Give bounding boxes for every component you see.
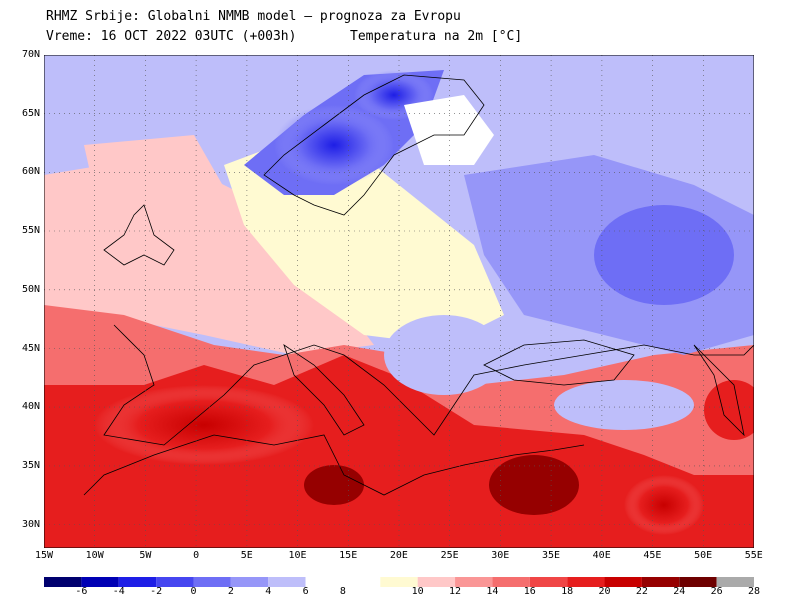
colorbar-tick-label: 20 [598,586,611,597]
field-tunisia-hot [304,465,364,505]
field-med-hot [94,385,314,465]
variable-name: Temperatura na 2m [°C] [350,29,523,44]
colorbar-tick-label: 6 [302,586,309,597]
lon-label: 5W [139,550,152,561]
lon-label: 35E [541,550,561,561]
lat-label: 35N [21,459,40,471]
colorbar-tick-label: 10 [411,586,424,597]
colorbar-swatch [679,577,717,587]
field-balkan-cold [384,315,504,395]
forecast-time: Vreme: 16 OCT 2022 03UTC (+003h) [46,29,297,44]
field-egypt-hot [489,455,579,515]
colorbar-swatch [156,577,194,587]
colorbar-tick-label: 24 [673,586,686,597]
coast-caspian [693,344,745,437]
field-arabia-hot [624,475,704,535]
lon-label: 5E [240,550,253,561]
colorbar-swatch [305,577,343,587]
colorbar-tick-label: 16 [523,586,536,597]
field-finland-white [404,95,494,165]
colorbar-swatch [641,577,680,587]
coast-continent [103,324,754,446]
colorbar-swatch [81,577,119,587]
lat-label: 55N [21,225,40,237]
colorbar-swatch [716,577,754,587]
coast-uk [103,204,175,266]
coast-north-africa [83,434,585,496]
field-norway-coldest [274,105,394,185]
lon-label: 50E [694,550,713,561]
lat-label: 65N [21,107,40,119]
colorbar-tick-label: -4 [112,586,125,597]
colorbar-swatch [417,577,456,587]
field-caspian-warm [704,380,754,440]
colorbar-swatch [380,577,418,587]
lon-label: 25E [440,550,459,561]
field-russia-colder [594,205,734,305]
lon-label: 55E [744,550,763,561]
colorbar-swatch [193,577,231,587]
map-title: RHMZ Srbije: Globalni NMMB model — progn… [46,9,461,24]
lon-label: 30E [491,550,510,561]
coastlines [83,74,754,496]
field-uk-pink [84,135,234,255]
colorbar-tick-label: 22 [635,586,648,597]
lon-label: 40E [592,550,611,561]
lon-label: 10E [288,550,307,561]
colorbar-swatch [230,577,269,587]
lat-label: 50N [21,283,40,295]
colorbar-tick-label: -6 [75,586,88,597]
lon-label: 20E [389,550,408,561]
colorbar-tick-label: 26 [710,586,723,597]
coast-black-sea [483,339,635,386]
lon-label: 15E [339,550,358,561]
lon-label: 0 [193,550,200,561]
lon-label: 10W [85,550,104,561]
field-anatolia-cold [554,380,694,430]
colorbar [44,577,754,587]
colorbar-swatch [268,577,306,587]
colorbar-tick-label: 4 [265,586,272,597]
colorbar-swatch [118,577,157,587]
lat-label: 60N [21,166,40,178]
graticule [44,55,754,548]
colorbar-swatch [492,577,530,587]
colorbar-tick-label: -2 [150,586,163,597]
colorbar-tick-label: 18 [561,586,574,597]
colorbar-swatch [44,577,82,587]
colorbar-swatch [529,577,568,587]
coast-scandinavia [263,74,485,216]
colorbar-tick-label: 2 [227,586,234,597]
lat-label: 45N [21,342,40,354]
colorbar-tick-label: 14 [486,586,499,597]
colorbar-tick-label: 8 [339,586,346,597]
colorbar-tick-label: 0 [190,586,197,597]
lat-label: 40N [21,401,40,413]
colorbar-swatch [567,577,605,587]
lon-label: 15W [34,550,54,561]
colorbar-swatch [604,577,642,587]
lat-label: 70N [21,49,40,60]
temperature-map [44,55,754,548]
colorbar-tick-label: 28 [747,586,761,597]
coast-italy [283,344,365,436]
lat-label: 30N [21,518,40,530]
colorbar-tick-label: 12 [449,586,462,597]
colorbar-swatch [455,577,493,587]
lon-label: 45E [643,550,662,561]
